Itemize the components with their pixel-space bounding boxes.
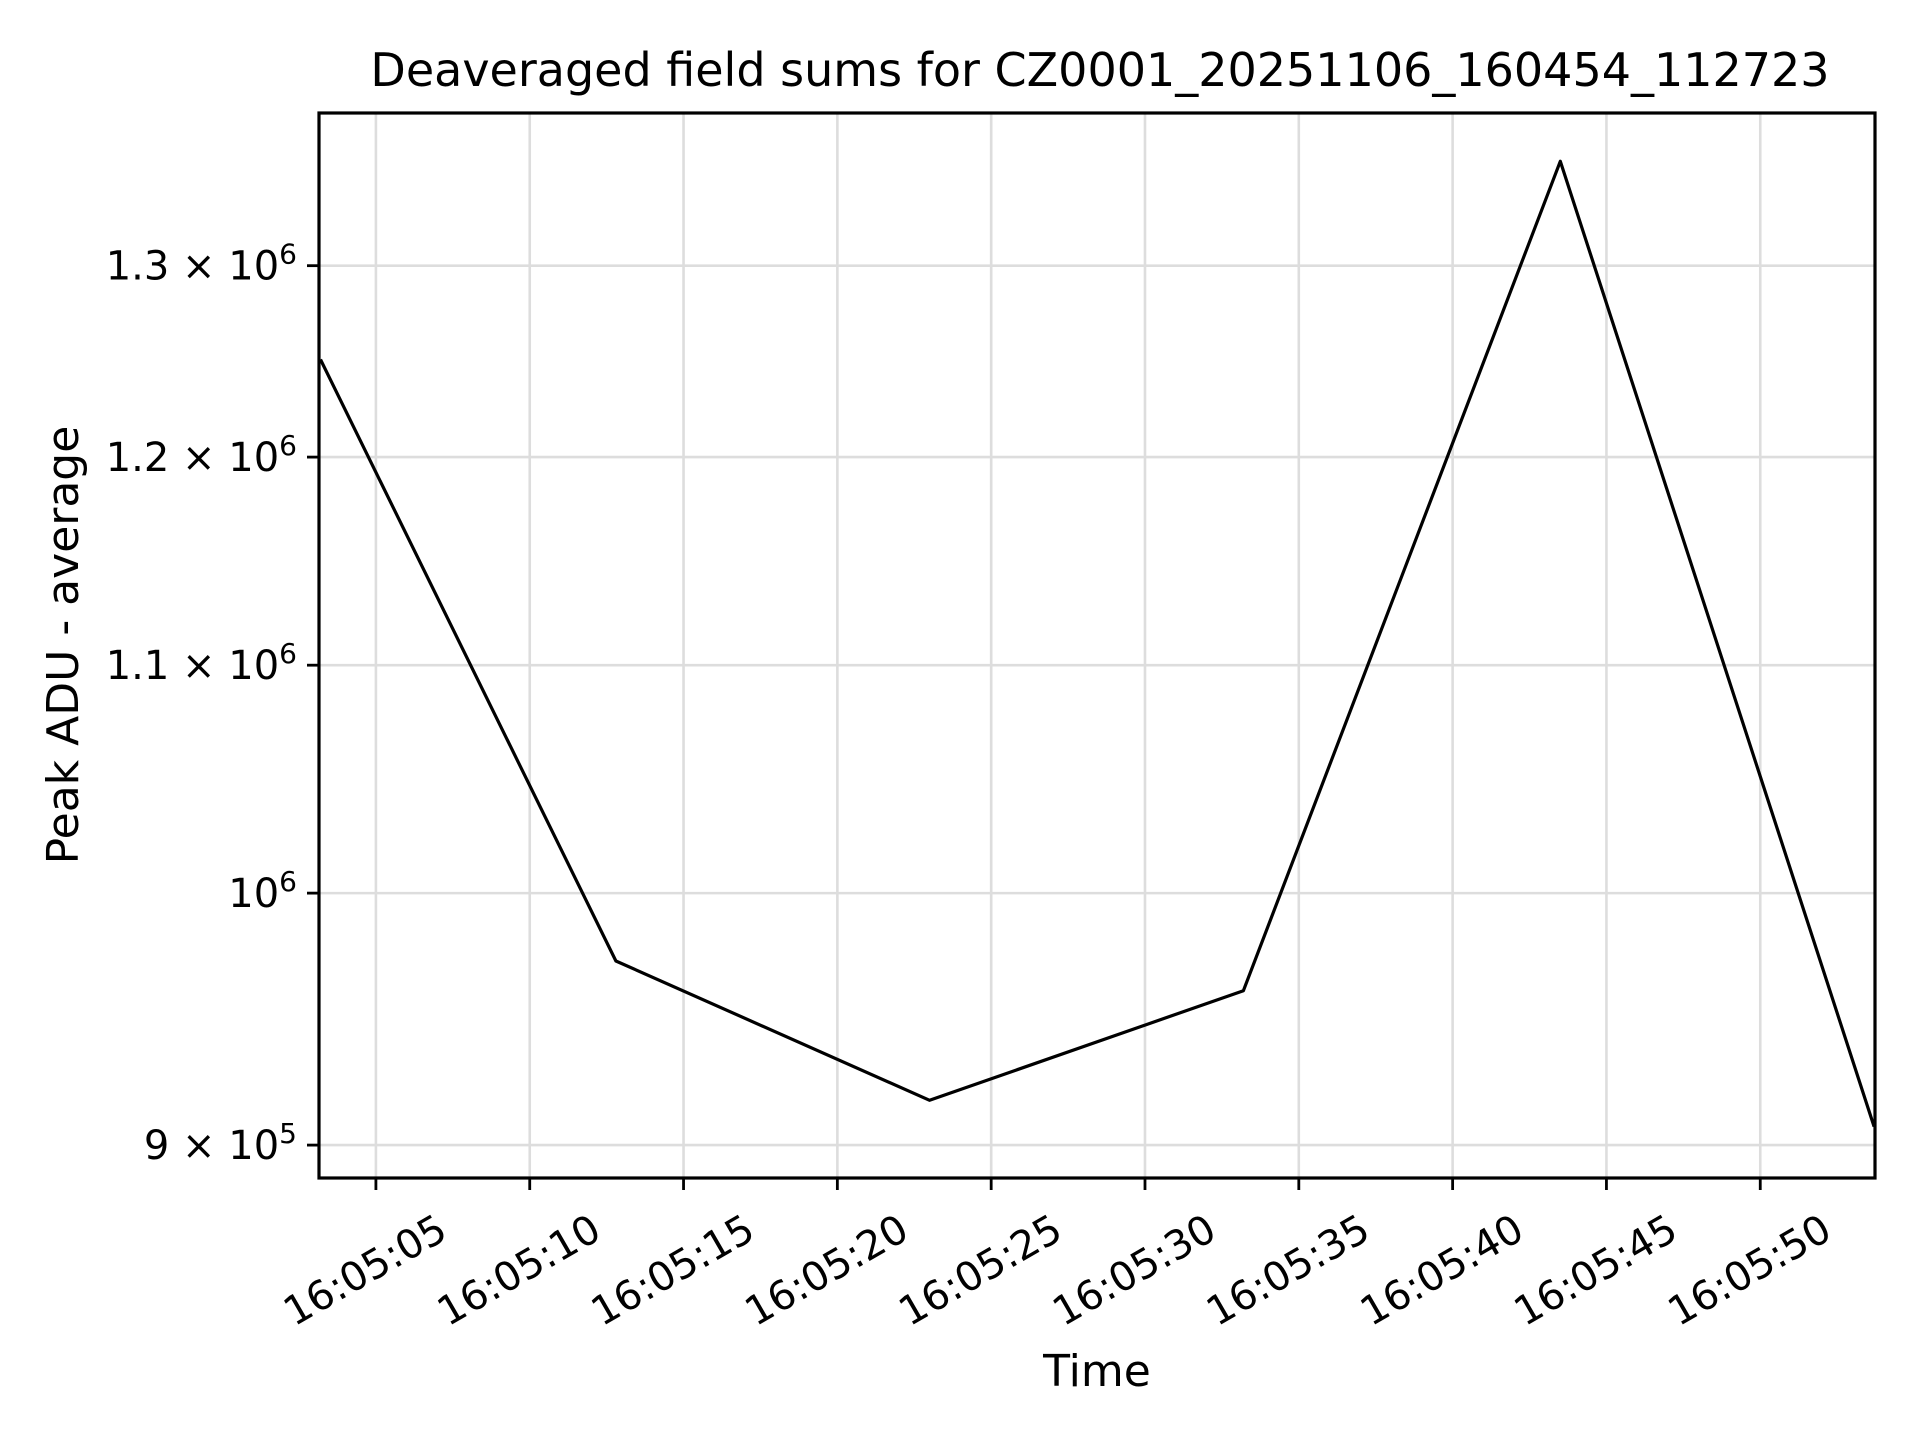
x-tick-label: 16:05:20 xyxy=(738,1206,917,1336)
x-tick-label: 16:05:10 xyxy=(430,1206,609,1336)
y-tick-label: 1.1 × 106 xyxy=(106,637,297,689)
chart-title: Deaveraged field sums for CZ0001_2025110… xyxy=(370,43,1829,97)
x-tick-label: 16:05:40 xyxy=(1353,1206,1532,1336)
plot-area xyxy=(317,111,1877,1180)
x-tick-label: 16:05:50 xyxy=(1660,1206,1839,1336)
x-axis-label: Time xyxy=(1042,1346,1151,1397)
data-series xyxy=(319,159,1876,1128)
x-tick-label: 16:05:30 xyxy=(1045,1206,1224,1336)
x-tick-label: 16:05:35 xyxy=(1199,1206,1378,1336)
x-tick-label: 16:05:25 xyxy=(891,1206,1070,1336)
axis-ticks xyxy=(307,264,1762,1190)
y-tick-label: 9 × 105 xyxy=(144,1117,297,1169)
y-tick-label: 106 xyxy=(228,865,297,917)
x-tick-label: 16:05:45 xyxy=(1507,1206,1686,1336)
tick-labels: 16:05:0516:05:1016:05:1516:05:2016:05:25… xyxy=(106,238,1839,1336)
y-tick-label: 1.2 × 106 xyxy=(106,429,297,481)
y-axis-label: Peak ADU - average xyxy=(38,426,89,865)
y-tick-label: 1.3 × 106 xyxy=(106,238,297,290)
data-line xyxy=(319,159,1876,1128)
x-tick-label: 16:05:05 xyxy=(276,1206,455,1336)
x-tick-label: 16:05:15 xyxy=(584,1206,763,1336)
plot-border xyxy=(317,111,1877,1180)
gridlines xyxy=(319,113,1875,1178)
